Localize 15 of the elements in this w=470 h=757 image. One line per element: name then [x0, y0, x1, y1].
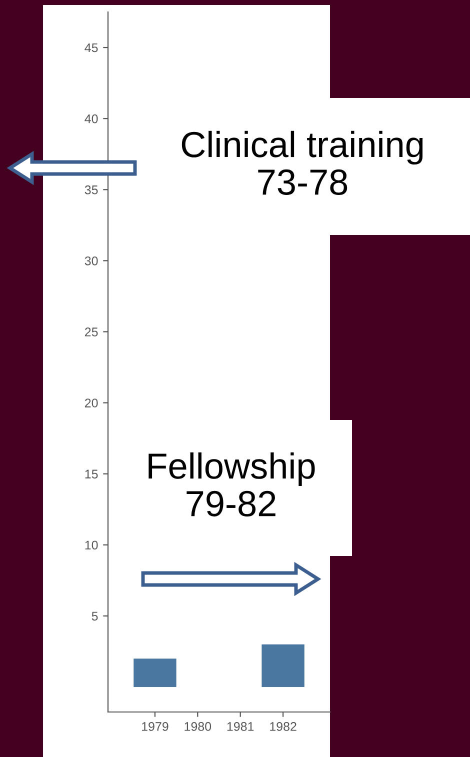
y-tick-label: 25	[85, 328, 98, 336]
y-tick-label: 35	[84, 185, 98, 194]
y-tick-label: 45	[84, 43, 98, 52]
y-tick-label: 40	[84, 114, 98, 124]
x-tick-label: 1981	[227, 722, 254, 731]
y-tick-label: 20	[85, 398, 98, 408]
y-tick-label: 15	[85, 470, 98, 478]
y-tick-label: 10	[85, 540, 98, 550]
x-tick-label: 1979	[142, 722, 168, 731]
y-tick-label: 30	[84, 256, 98, 266]
y-tick-label: 5	[92, 612, 98, 621]
x-tick-label: 1982	[270, 722, 296, 731]
x-tick-label: 1980	[184, 722, 212, 731]
annotation: Clinical training 73-78	[182, 130, 423, 195]
annotation: Fellowship 79-82	[148, 452, 315, 516]
